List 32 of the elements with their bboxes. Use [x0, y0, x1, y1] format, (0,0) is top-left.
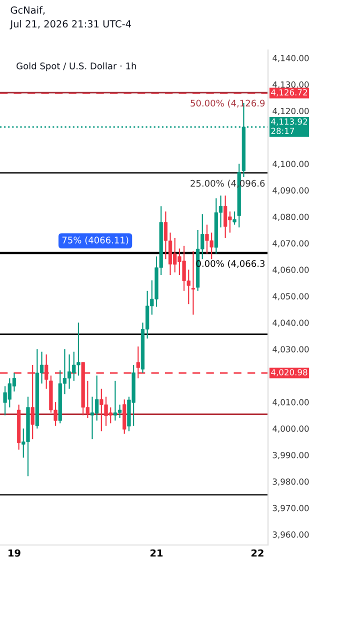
y-tick-label: 4,130.00 [272, 81, 309, 89]
y-tick-label: 3,970.00 [272, 504, 309, 512]
ref-line-label: 4,020.98 [271, 369, 308, 376]
y-tick-label: 4,000.00 [272, 426, 309, 433]
candlestick [191, 250, 196, 316]
text: Gold Spot / U.S. Dollar · 1h [16, 62, 136, 72]
y-tick-label: 4,010.00 [272, 399, 309, 406]
y-tick-label: 4,120.00 [272, 108, 309, 116]
text: GcNaif, [10, 6, 45, 15]
ref-line-label: 50.00% (4,126.9 [190, 100, 265, 108]
y-tick-label: 3,960.00 [272, 531, 309, 539]
x-tick-label: 19 [8, 549, 20, 557]
y-tick-label: 4,090.00 [272, 187, 309, 194]
candlestick [232, 210, 236, 226]
candlestick [113, 380, 118, 422]
y-tick-label: 4,100.00 [272, 160, 309, 168]
text: Jul 21, 2026 21:31 UTC-4 [10, 20, 131, 30]
y-tick-label: 4,140.00 [272, 54, 309, 62]
y-tick-label: 4,060.00 [272, 266, 309, 274]
y-tick-label: 3,980.00 [272, 478, 309, 486]
y-tick-label: 4,050.00 [272, 293, 309, 300]
y-tick-label: 4,070.00 [272, 240, 309, 248]
y-tick-label: 4,030.00 [272, 346, 309, 354]
ref-line-label: 4,113.92 28:17 [271, 118, 307, 134]
y-tick-label: 4,080.00 [272, 214, 309, 221]
annotation: 75% (4066.11) [62, 236, 128, 245]
y-tick-label: 4,040.00 [272, 320, 309, 327]
y-tick-label: 3,990.00 [272, 452, 309, 460]
x-tick-label: 21 [150, 549, 163, 557]
candlestick [118, 404, 122, 418]
ref-line-label: 4,126.72 [271, 89, 307, 96]
x-tick-label: 22 [251, 549, 264, 557]
